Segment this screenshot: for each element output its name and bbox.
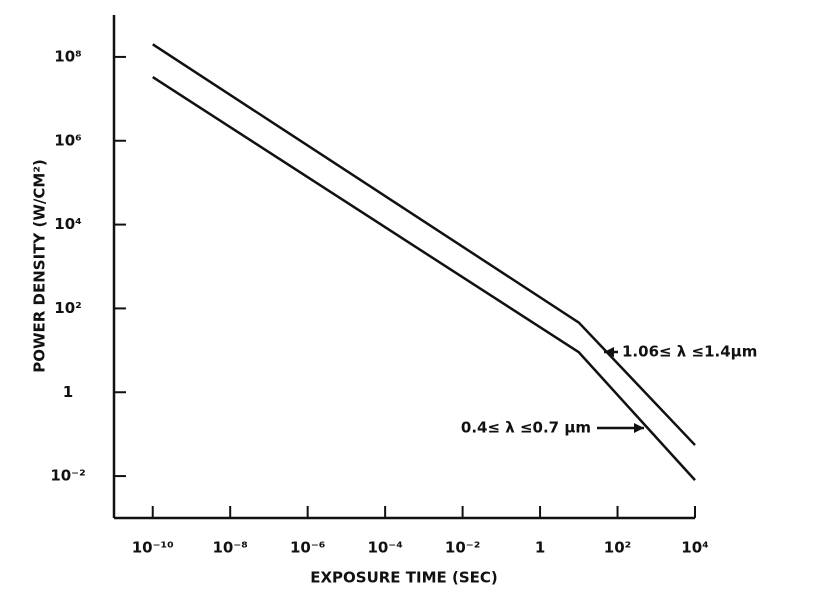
- x-tick-label: 10⁴: [681, 539, 708, 557]
- y-tick-label: 10⁶: [54, 131, 81, 149]
- x-tick-label: 10⁻⁸: [213, 539, 248, 557]
- y-tick-label: 1: [63, 383, 73, 401]
- y-tick-label: 10⁻²: [50, 467, 85, 485]
- x-tick-label: 10⁻¹⁰: [132, 539, 174, 557]
- series-label: 0.4≤ λ ≤0.7 μm: [461, 419, 591, 437]
- x-tick-label: 10⁻²: [445, 539, 480, 557]
- arrow-head: [634, 423, 644, 433]
- line: [152, 43, 696, 446]
- x-tick-label: 10⁻⁶: [290, 539, 325, 557]
- x-tick-label: 10²: [604, 539, 631, 557]
- y-tick-label: 10²: [54, 299, 81, 317]
- line: [152, 76, 696, 481]
- x-tick-label: 10⁻⁴: [367, 539, 402, 557]
- x-axis-title: EXPOSURE TIME (SEC): [310, 569, 498, 587]
- x-tick-label: 1: [535, 539, 545, 557]
- y-axis-title: POWER DENSITY (W/CM²): [31, 159, 49, 373]
- arrow-head: [604, 347, 614, 357]
- series-label: 1.06≤ λ ≤1.4μm: [622, 343, 757, 361]
- y-tick-label: 10⁴: [54, 215, 81, 233]
- y-tick-label: 10⁸: [54, 47, 81, 65]
